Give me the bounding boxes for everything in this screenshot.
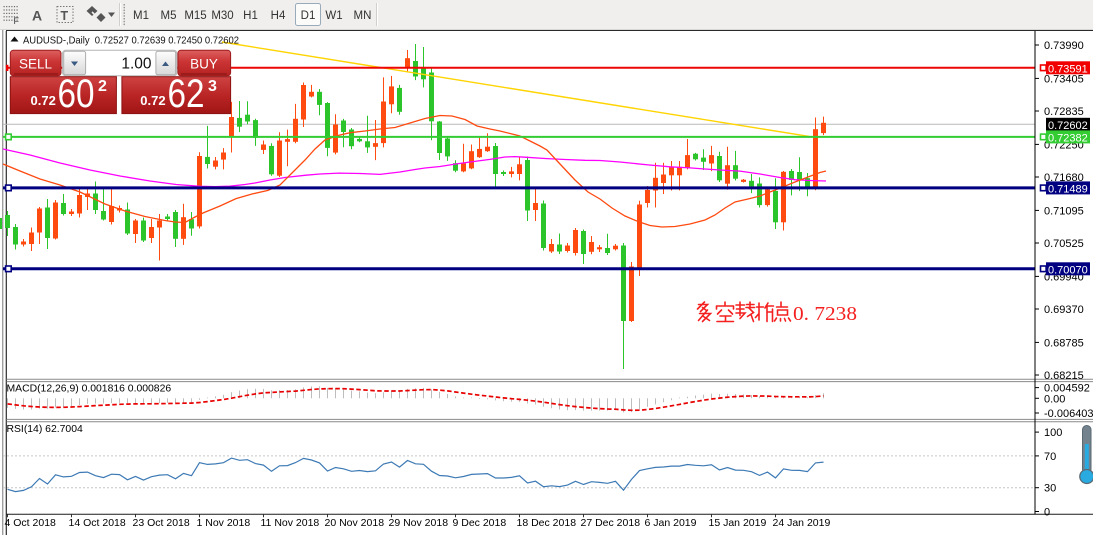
svg-text:23 Oct 2018: 23 Oct 2018 (133, 517, 190, 529)
svg-text:0: 0 (1044, 507, 1050, 519)
svg-text:T: T (61, 9, 69, 23)
svg-text:15 Jan 2019: 15 Jan 2019 (709, 517, 767, 529)
svg-text:0.68215: 0.68215 (1044, 370, 1084, 382)
svg-text:0.72: 0.72 (31, 93, 56, 108)
svg-text:M5: M5 (161, 10, 177, 22)
svg-text:MN: MN (354, 10, 372, 22)
svg-text:-0.006403: -0.006403 (1044, 408, 1093, 420)
svg-text:2: 2 (98, 78, 107, 95)
svg-text:9 Dec 2018: 9 Dec 2018 (453, 517, 507, 529)
svg-text:14 Oct 2018: 14 Oct 2018 (69, 517, 126, 529)
svg-text:0.73405: 0.73405 (1044, 73, 1084, 85)
svg-text:M30: M30 (211, 10, 233, 22)
svg-text:D1: D1 (301, 10, 316, 22)
svg-text:0.70525: 0.70525 (1044, 238, 1084, 250)
svg-text:30: 30 (1044, 483, 1056, 495)
svg-text:RSI(14) 62.7004: RSI(14) 62.7004 (7, 424, 83, 435)
svg-text:27 Dec 2018: 27 Dec 2018 (581, 517, 641, 529)
svg-text:0.71489: 0.71489 (1048, 183, 1088, 195)
svg-text:MACD(12,26,9) 0.001816 0.00082: MACD(12,26,9) 0.001816 0.000826 (7, 384, 172, 395)
svg-text:A: A (32, 8, 42, 24)
svg-text:3: 3 (208, 78, 217, 95)
svg-text:0.71095: 0.71095 (1044, 205, 1084, 217)
svg-text:0.68785: 0.68785 (1044, 337, 1084, 349)
svg-text:18 Dec 2018: 18 Dec 2018 (517, 517, 577, 529)
svg-text:70: 70 (1044, 451, 1056, 463)
svg-text:0.72602: 0.72602 (1048, 120, 1088, 132)
svg-text:H1: H1 (243, 10, 258, 22)
svg-text:0.73990: 0.73990 (1044, 40, 1084, 52)
svg-text:F: F (14, 16, 20, 26)
svg-text:SELL: SELL (19, 57, 53, 72)
svg-text:0.73591: 0.73591 (1048, 63, 1088, 75)
svg-text:BUY: BUY (190, 57, 218, 72)
svg-text:29 Nov 2018: 29 Nov 2018 (389, 517, 449, 529)
svg-text:1.00: 1.00 (121, 56, 152, 73)
svg-text:100: 100 (1044, 427, 1062, 439)
svg-text:M1: M1 (133, 10, 149, 22)
svg-text:4 Oct 2018: 4 Oct 2018 (5, 517, 57, 529)
svg-text:0.71680: 0.71680 (1044, 172, 1084, 184)
svg-text:0. 7238: 0. 7238 (793, 303, 857, 325)
svg-text:24 Jan 2019: 24 Jan 2019 (773, 517, 831, 529)
svg-text:W1: W1 (325, 10, 342, 22)
svg-text:0.72382: 0.72382 (1048, 132, 1088, 144)
svg-text:1 Nov 2018: 1 Nov 2018 (197, 517, 251, 529)
svg-text:0.69370: 0.69370 (1044, 304, 1084, 316)
svg-text:11 Nov 2018: 11 Nov 2018 (261, 517, 320, 529)
svg-text:0.00: 0.00 (1044, 393, 1065, 405)
svg-text:H4: H4 (271, 10, 286, 22)
svg-text:M15: M15 (184, 10, 206, 22)
svg-text:62: 62 (168, 72, 205, 116)
svg-text:0.72: 0.72 (140, 93, 165, 108)
svg-text:6 Jan 2019: 6 Jan 2019 (645, 517, 697, 529)
svg-text:0.72835: 0.72835 (1044, 106, 1084, 118)
svg-text:0.004592: 0.004592 (1044, 383, 1090, 395)
svg-text:0.70070: 0.70070 (1048, 264, 1088, 276)
svg-text:AUDUSD-,Daily 0.72527 0.72639: AUDUSD-,Daily 0.72527 0.72639 0.72450 0.… (23, 36, 239, 47)
svg-text:60: 60 (58, 72, 95, 116)
svg-text:20 Nov 2018: 20 Nov 2018 (325, 517, 385, 529)
